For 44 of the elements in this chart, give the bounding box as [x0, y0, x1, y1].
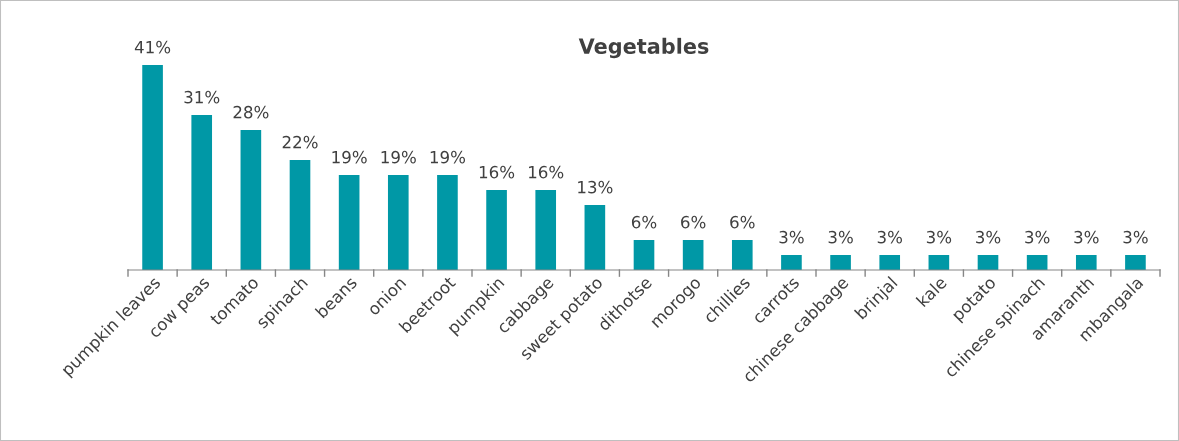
data-label: 13%: [578, 180, 613, 194]
bar: [535, 190, 557, 270]
bar: [830, 255, 851, 270]
data-label: 3%: [828, 230, 853, 244]
data-label: 6%: [730, 215, 755, 229]
data-label: 19%: [430, 150, 466, 164]
x-tick-label: kale: [915, 275, 948, 308]
bar: [289, 160, 311, 270]
data-label: 19%: [332, 150, 367, 164]
data-label: 16%: [479, 165, 515, 179]
chart-title: Vegetables: [578, 37, 709, 59]
data-label: 28%: [233, 105, 269, 119]
bar: [928, 255, 950, 270]
data-label: 41%: [134, 40, 171, 54]
bar: [387, 175, 409, 270]
data-label: 19%: [381, 150, 416, 164]
data-label: 3%: [779, 230, 804, 244]
bar: [584, 205, 606, 270]
bar: [879, 255, 901, 270]
bar: [1075, 255, 1097, 270]
bar: [240, 130, 262, 270]
data-label: 6%: [631, 215, 657, 229]
data-label: 22%: [282, 135, 318, 149]
bar: [338, 175, 360, 270]
data-label: 6%: [681, 215, 706, 229]
bar: [437, 175, 458, 270]
bar: [1125, 255, 1146, 270]
bar: [1026, 255, 1048, 270]
bar: [781, 255, 802, 270]
bar: [191, 115, 213, 270]
bar: [142, 65, 163, 270]
data-label: 16%: [529, 165, 564, 179]
bar: [633, 240, 655, 270]
data-label: 3%: [1123, 230, 1148, 244]
bar: [977, 255, 999, 270]
data-label: 3%: [877, 230, 903, 244]
data-label: 3%: [1074, 230, 1099, 244]
bar: [731, 240, 753, 270]
bar: [682, 240, 704, 270]
data-label: 3%: [976, 230, 1001, 244]
bar: [486, 190, 507, 270]
data-label: 31%: [184, 90, 220, 104]
data-label: 3%: [1025, 230, 1050, 244]
data-label: 3%: [926, 230, 952, 244]
